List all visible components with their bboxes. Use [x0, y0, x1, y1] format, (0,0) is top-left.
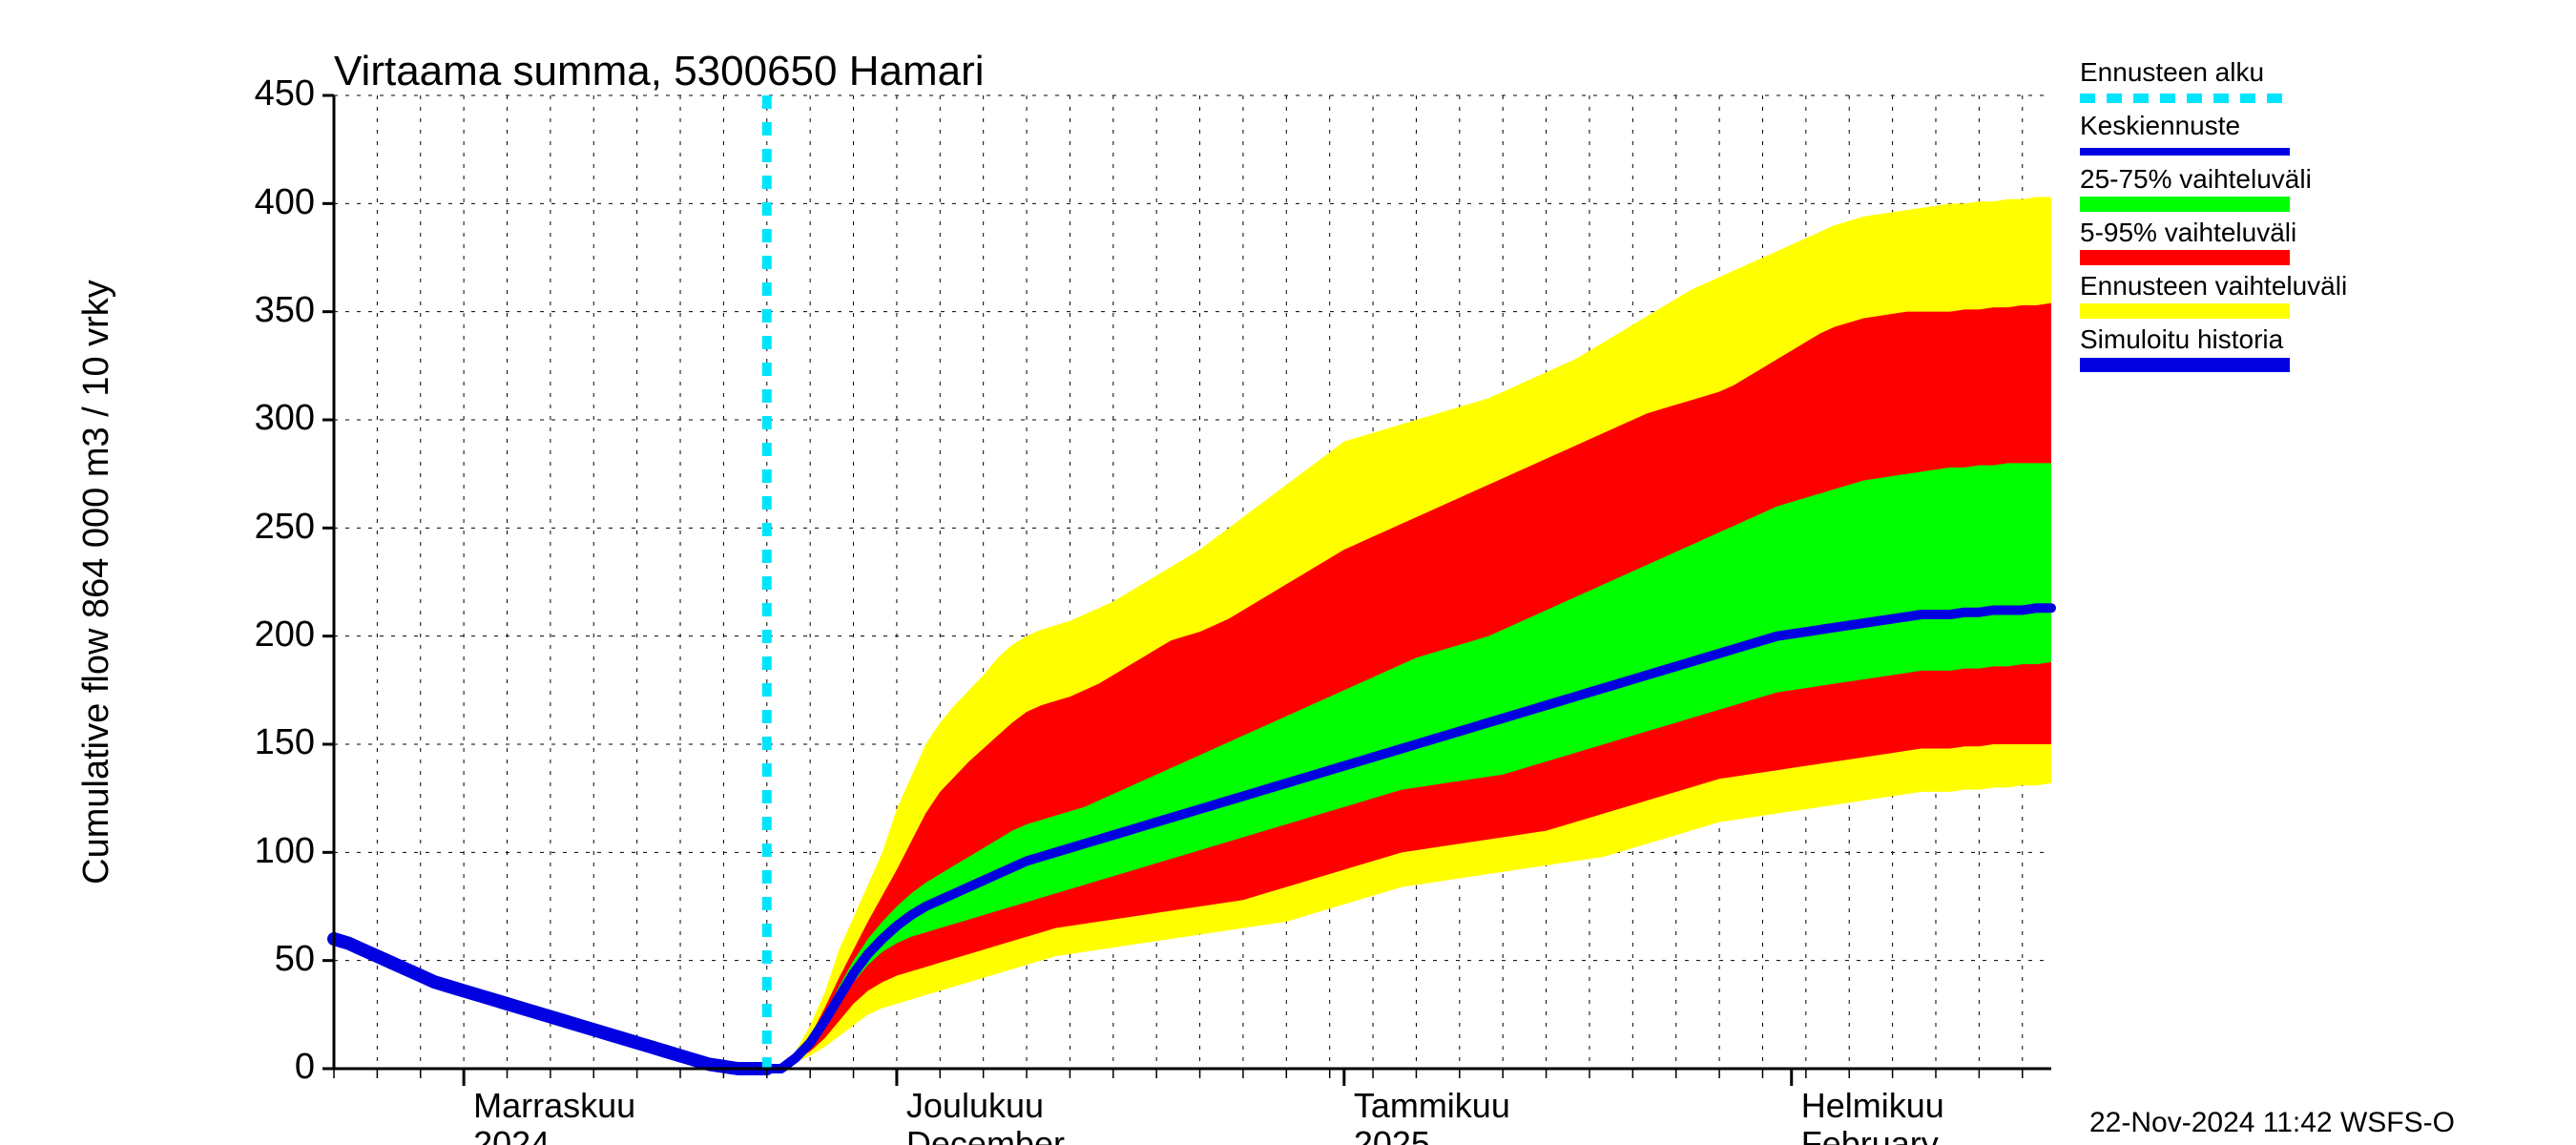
x-tick-label-top: Tammikuu [1354, 1086, 1510, 1126]
legend-label: 25-75% vaihteluväli [2080, 164, 2312, 195]
x-tick-label-bottom: 2025 [1354, 1124, 1430, 1145]
y-axis-label: Cumulative flow 864 000 m3 / 10 vrky [76, 95, 117, 1069]
x-tick-label-top: Joulukuu [906, 1086, 1044, 1126]
y-tick-label: 250 [219, 507, 315, 548]
y-tick-label: 350 [219, 290, 315, 331]
y-tick-label: 150 [219, 722, 315, 763]
legend-label: 5-95% vaihteluväli [2080, 218, 2296, 248]
legend-swatch [2080, 195, 2290, 212]
legend-label: Simuloitu historia [2080, 324, 2283, 355]
x-tick-label-bottom: 2024 [473, 1124, 550, 1145]
legend-label: Keskiennuste [2080, 111, 2240, 141]
legend-swatch [2080, 141, 2290, 158]
chart-container: Virtaama summa, 5300650 Hamari Cumulativ… [0, 0, 2576, 1145]
chart-title: Virtaama summa, 5300650 Hamari [334, 48, 985, 95]
legend-swatch [2080, 88, 2290, 105]
x-tick-label-bottom: February [1801, 1124, 1939, 1145]
legend-swatch [2080, 302, 2290, 319]
y-tick-label: 400 [219, 182, 315, 223]
footer-timestamp: 22-Nov-2024 11:42 WSFS-O [2089, 1107, 2455, 1139]
plot-area [334, 95, 2051, 1069]
legend-swatch [2080, 355, 2290, 372]
y-tick-label: 450 [219, 73, 315, 114]
legend-swatch [2080, 248, 2290, 265]
legend-label: Ennusteen alku [2080, 57, 2264, 88]
y-tick-label: 200 [219, 614, 315, 656]
x-tick-label-top: Marraskuu [473, 1086, 635, 1126]
x-tick-label-top: Helmikuu [1801, 1086, 1944, 1126]
y-tick-label: 300 [219, 398, 315, 439]
x-tick-label-bottom: December [906, 1124, 1065, 1145]
y-tick-label: 50 [219, 939, 315, 980]
y-tick-label: 0 [219, 1047, 315, 1088]
legend-label: Ennusteen vaihteluväli [2080, 271, 2347, 302]
y-tick-label: 100 [219, 831, 315, 872]
